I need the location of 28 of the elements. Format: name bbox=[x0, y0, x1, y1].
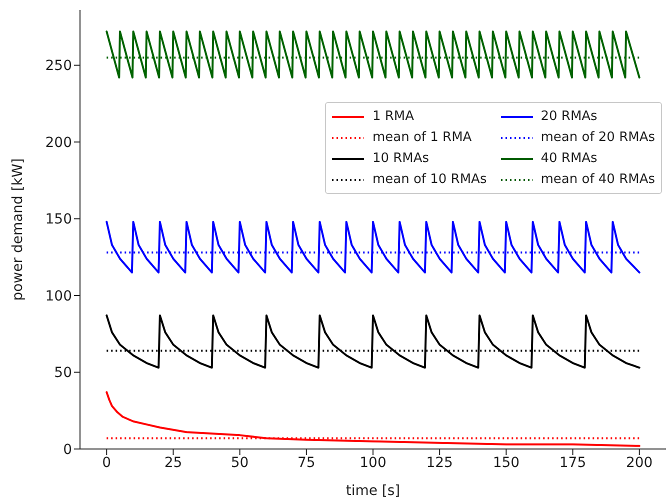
legend-label: 40 RMAs bbox=[540, 151, 598, 166]
line-series bbox=[106, 220, 640, 274]
legend-label: 10 RMAs bbox=[372, 151, 430, 166]
x-tick-label: 75 bbox=[297, 454, 316, 471]
line-series bbox=[106, 314, 640, 369]
x-tick-label: 100 bbox=[360, 454, 386, 471]
x-tick-label: 125 bbox=[426, 454, 453, 471]
y-tick-label: 0 bbox=[63, 442, 72, 458]
x-tick-label: 150 bbox=[492, 454, 520, 471]
y-tick-label: 50 bbox=[54, 365, 72, 382]
legend-label: mean of 40 RMAs bbox=[540, 172, 655, 187]
legend-label: 20 RMAs bbox=[540, 109, 598, 124]
x-tick-label: 0 bbox=[102, 454, 112, 471]
legend-label: 1 RMA bbox=[372, 109, 414, 124]
x-tick-label: 175 bbox=[559, 454, 586, 471]
y-tick-label: 100 bbox=[45, 288, 72, 304]
legend-label: mean of 1 RMA bbox=[372, 130, 472, 145]
y-axis-title: power demand [kW] bbox=[10, 158, 26, 301]
y-tick-label: 200 bbox=[45, 134, 72, 151]
y-tick-label: 250 bbox=[45, 58, 72, 74]
x-tick-label: 25 bbox=[164, 454, 182, 471]
legend-label: mean of 10 RMAs bbox=[372, 172, 487, 187]
x-tick-label: 50 bbox=[230, 454, 249, 471]
legend-label: mean of 20 RMAs bbox=[540, 130, 655, 145]
x-tick-label: 200 bbox=[626, 454, 653, 471]
line-series bbox=[106, 391, 640, 447]
x-axis-title: time [s] bbox=[346, 483, 400, 499]
y-tick-label: 150 bbox=[45, 212, 72, 228]
